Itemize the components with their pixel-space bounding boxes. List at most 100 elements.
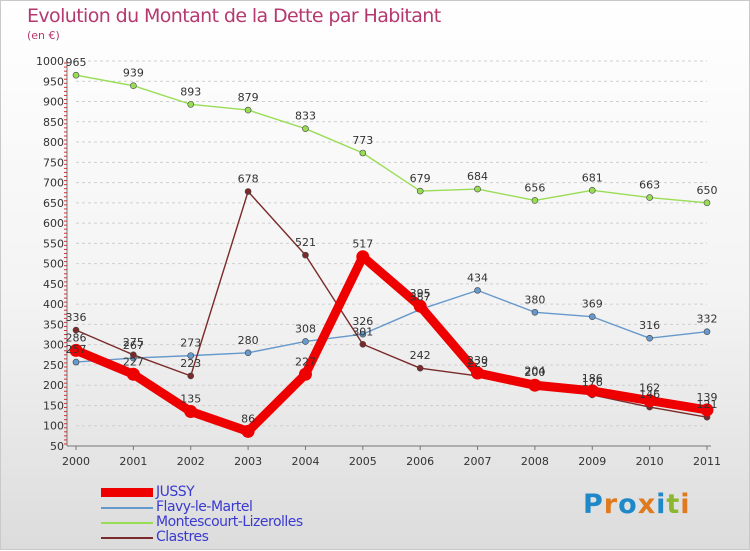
y-tick-label: 750: [43, 156, 64, 169]
data-label: 434: [467, 271, 488, 284]
data-label: 308: [295, 322, 316, 335]
legend-item-jussy: JUSSY: [101, 485, 361, 500]
series-line: [75, 289, 708, 363]
data-point: [416, 364, 424, 372]
series-line: [71, 252, 712, 436]
data-point: [72, 71, 80, 79]
data-label: 204: [524, 365, 545, 378]
data-label: 135: [180, 393, 201, 406]
data-label: 186: [582, 372, 603, 385]
data-point: [413, 299, 427, 313]
data-point: [646, 194, 653, 201]
x-tick-label: 2011: [693, 455, 721, 468]
data-point: [130, 351, 137, 359]
legend-swatch-flavy-le-martel: [101, 507, 153, 509]
data-label: 227: [123, 355, 144, 368]
data-label: 286: [66, 331, 87, 344]
data-label: 517: [352, 238, 373, 251]
data-point: [244, 106, 252, 114]
data-point: [72, 358, 80, 366]
y-tick-label: 200: [43, 379, 64, 392]
data-label: 336: [66, 311, 87, 324]
legend-label-clastres: Clastres: [156, 529, 209, 545]
data-point: [359, 149, 367, 157]
data-point: [302, 338, 309, 345]
data-label: 650: [697, 184, 718, 197]
data-point: [474, 185, 481, 193]
data-label: 86: [241, 412, 255, 425]
legend-label-montescourt-lizerolles: Montescourt-Lizerolles: [156, 514, 303, 530]
data-point: [585, 384, 599, 398]
y-tick-label: 900: [43, 96, 64, 109]
data-point: [241, 424, 255, 438]
data-label: 227: [295, 355, 316, 368]
data-label: 139: [697, 391, 718, 404]
data-point: [187, 101, 195, 108]
legend-swatch-clastres: [101, 537, 153, 539]
y-tick-label: 50: [50, 440, 64, 453]
data-label: 663: [639, 179, 660, 192]
y-tick-label: 500: [43, 258, 64, 271]
y-tick-label: 100: [43, 420, 64, 433]
y-tick-label: 300: [43, 339, 64, 352]
data-label: 380: [524, 293, 545, 306]
data-point: [356, 250, 370, 264]
data-label: 679: [410, 172, 431, 185]
brand-letter: r: [603, 489, 619, 520]
data-point: [359, 330, 367, 338]
data-point: [302, 125, 309, 132]
data-point: [588, 186, 596, 194]
data-label: 121: [697, 398, 718, 411]
y-tick-label: 350: [43, 318, 64, 331]
x-tick-label: 2004: [291, 455, 319, 468]
brand-letter: P: [583, 489, 604, 520]
data-point: [244, 188, 252, 195]
data-label: 176: [582, 376, 603, 389]
legend-item-flavy-le-martel: Flavy-le-Martel: [101, 500, 361, 515]
data-label: 833: [295, 110, 316, 123]
data-point: [646, 334, 653, 342]
x-tick-label: 2000: [62, 455, 90, 468]
data-label: 301: [352, 325, 373, 338]
data-label: 273: [180, 337, 201, 350]
data-label: 162: [639, 382, 660, 395]
data-point: [474, 287, 481, 294]
data-label: 223: [467, 357, 488, 370]
brand-logo: Proxiti: [583, 489, 691, 520]
data-label: 242: [410, 349, 431, 362]
data-label: 257: [66, 343, 87, 356]
y-tick-label: 150: [43, 399, 64, 412]
data-point: [416, 187, 424, 195]
data-label: 939: [123, 67, 144, 80]
data-label: 773: [352, 134, 373, 147]
legend-label-jussy: JUSSY: [156, 484, 195, 500]
data-label: 656: [524, 181, 545, 194]
brand-letter: o: [618, 489, 638, 520]
chart-unit-label: (en €): [27, 29, 60, 42]
y-tick-label: 700: [43, 177, 64, 190]
data-point: [187, 372, 195, 380]
legend-swatch-jussy: [101, 488, 153, 497]
x-tick-label: 2005: [349, 455, 377, 468]
data-point: [72, 326, 80, 334]
data-label: 200: [524, 366, 545, 379]
x-tick-label: 2008: [521, 455, 549, 468]
x-tick-label: 2009: [578, 455, 606, 468]
data-point: [471, 366, 485, 380]
data-point: [184, 405, 198, 419]
data-label: 395: [410, 287, 431, 300]
legend: JUSSY Flavy-le-Martel Montescourt-Lizero…: [101, 485, 361, 545]
data-label: 280: [238, 334, 259, 347]
y-tick-label: 1000: [36, 55, 64, 68]
data-point: [126, 367, 140, 381]
data-point: [298, 367, 312, 381]
brand-letter: x: [637, 489, 657, 520]
y-tick-label: 650: [43, 197, 64, 210]
data-point: [69, 343, 83, 357]
data-label: 267: [123, 339, 144, 352]
y-tick-label: 850: [43, 116, 64, 129]
data-point: [700, 403, 714, 417]
data-point: [643, 394, 657, 408]
data-label: 678: [238, 172, 259, 185]
